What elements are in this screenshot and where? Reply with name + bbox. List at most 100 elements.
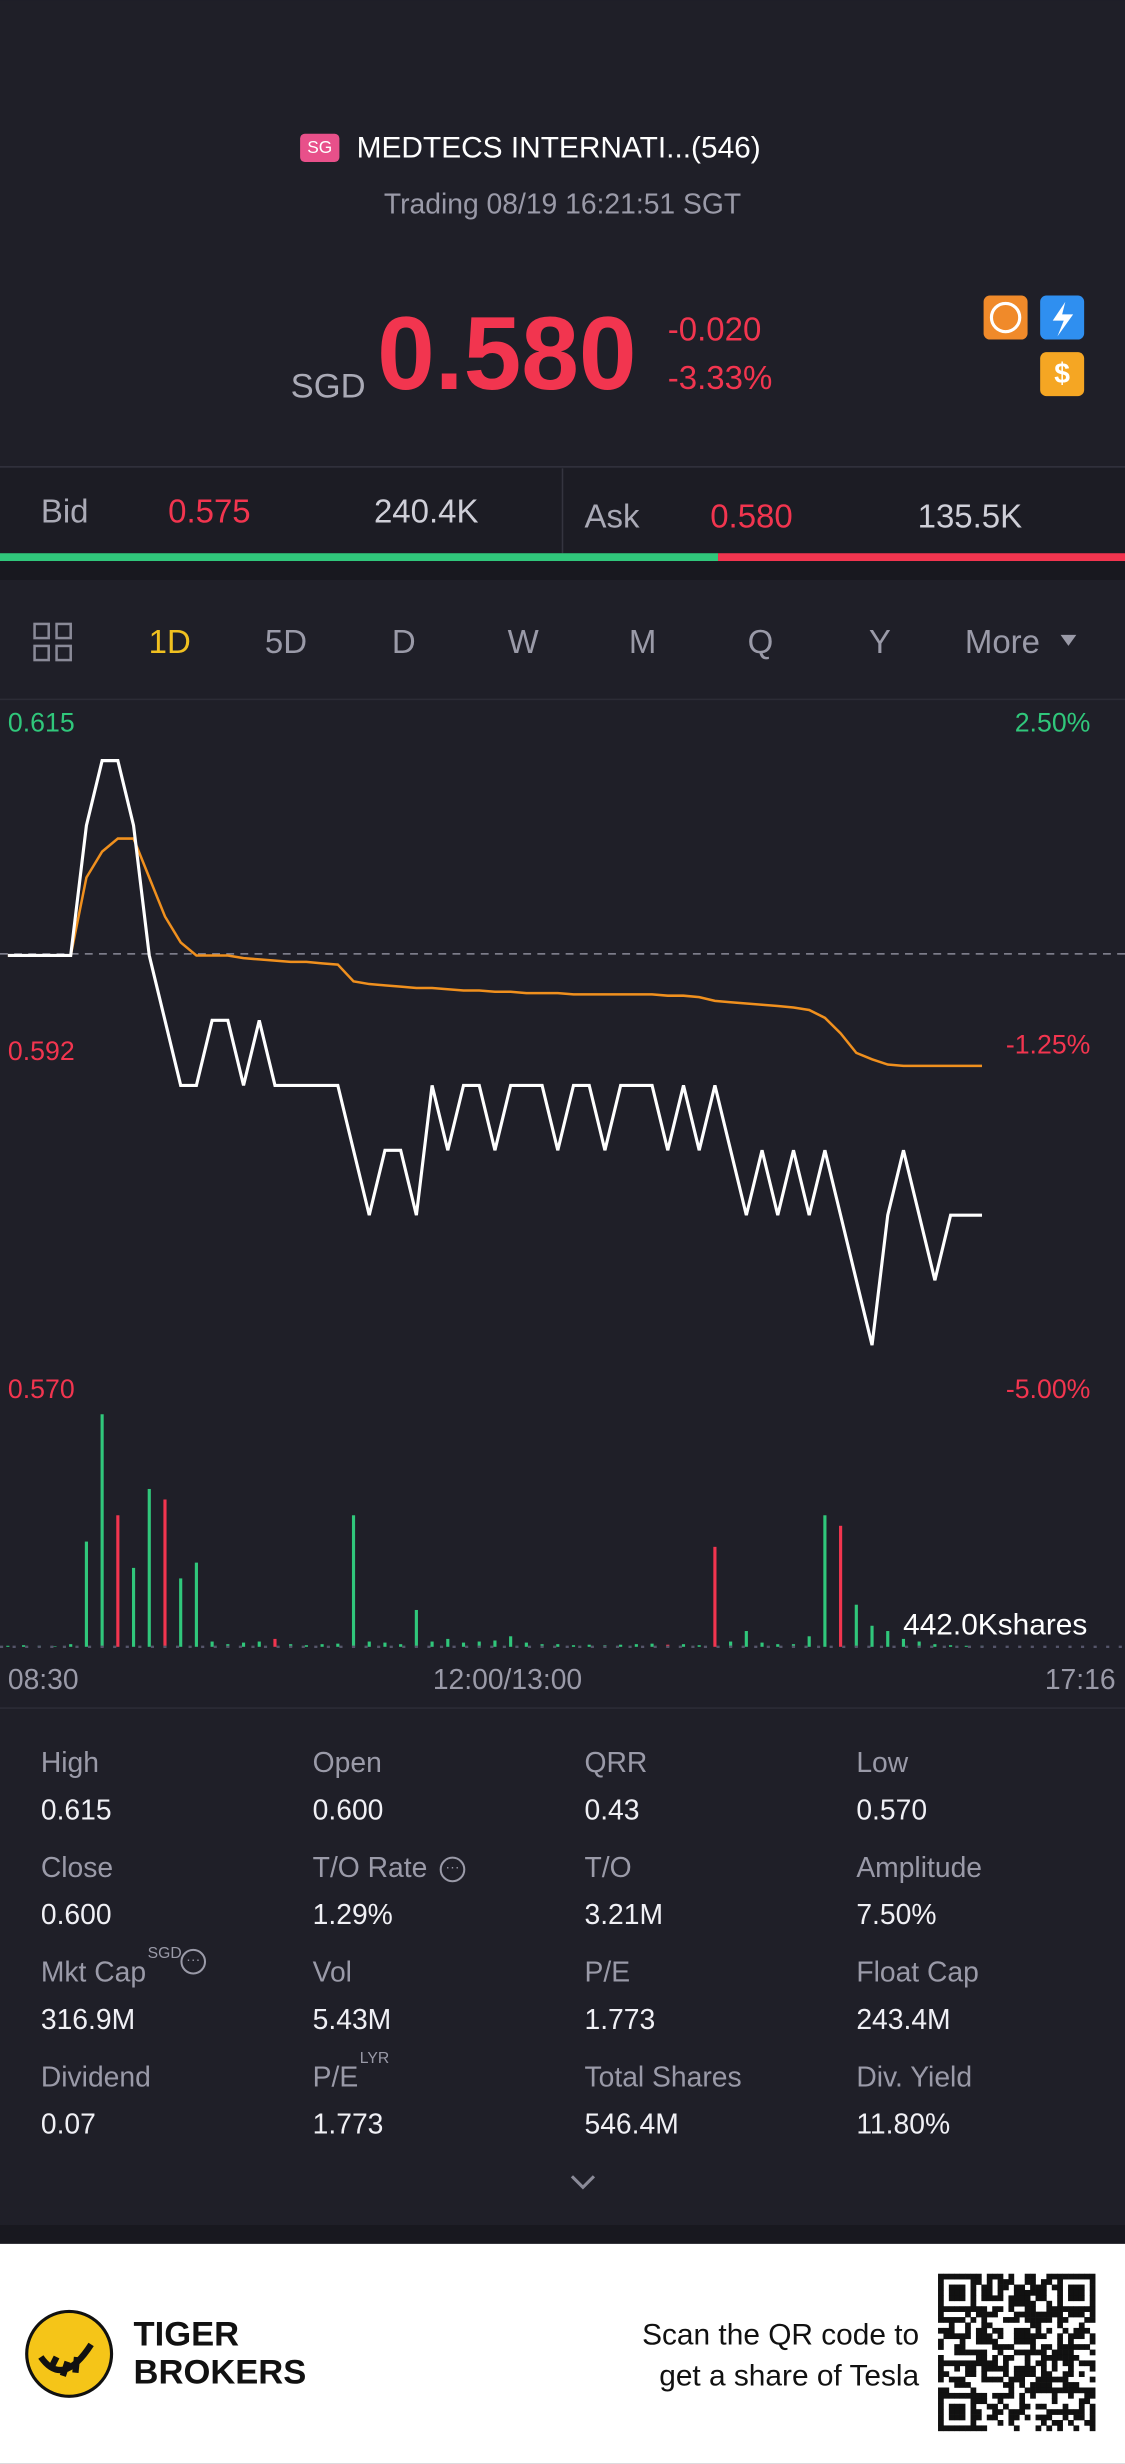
stat-label: T/O bbox=[584, 1851, 631, 1883]
qr-cell bbox=[943, 2371, 950, 2377]
volume-bar bbox=[854, 1604, 858, 1647]
qr-cell bbox=[938, 2295, 944, 2302]
qr-cell bbox=[975, 2425, 982, 2432]
qr-cell bbox=[992, 2306, 998, 2312]
expand-chevron[interactable] bbox=[570, 2175, 596, 2190]
qr-cell bbox=[938, 2398, 944, 2405]
period-tabs: 1D 5D D W M Q Y More bbox=[149, 623, 1077, 660]
qr-cell bbox=[1040, 2376, 1047, 2383]
qr-cell bbox=[938, 2409, 944, 2415]
qr-cell bbox=[1057, 2295, 1063, 2302]
volume-bar bbox=[933, 1644, 937, 1647]
volume-bar bbox=[273, 1638, 277, 1647]
qr-cell bbox=[965, 2425, 971, 2432]
qr-cell bbox=[981, 2327, 988, 2334]
qr-cell bbox=[1040, 2387, 1047, 2394]
qr-cell bbox=[981, 2322, 988, 2329]
period-tab[interactable]: D bbox=[392, 623, 416, 660]
qr-cell bbox=[1046, 2300, 1053, 2307]
period-tab[interactable]: M bbox=[629, 623, 656, 660]
info-icon[interactable] bbox=[180, 1948, 207, 1975]
qr-cell bbox=[1035, 2311, 1042, 2318]
period-tab[interactable]: 5D bbox=[265, 623, 307, 660]
volume-bar bbox=[430, 1641, 434, 1647]
qr-cell bbox=[1062, 2403, 1069, 2410]
info-icon[interactable] bbox=[439, 1856, 466, 1883]
stat-superscript: SGD bbox=[148, 1945, 182, 1962]
qr-cell bbox=[1040, 2414, 1047, 2421]
qr-cell bbox=[1068, 2354, 1074, 2361]
qr-cell bbox=[1057, 2425, 1063, 2432]
volume-bar bbox=[336, 1643, 340, 1647]
qr-cell bbox=[1035, 2327, 1042, 2334]
volume-bar bbox=[194, 1562, 198, 1647]
qr-cell bbox=[1068, 2387, 1074, 2394]
qr-cell bbox=[970, 2365, 977, 2372]
qr-cell bbox=[965, 2392, 971, 2399]
qr-cell bbox=[992, 2403, 998, 2410]
qr-cell bbox=[1046, 2387, 1053, 2394]
qr-cell bbox=[981, 2360, 988, 2367]
qr-cell bbox=[1030, 2306, 1036, 2312]
qr-cell bbox=[959, 2295, 966, 2302]
qr-cell bbox=[1089, 2387, 1096, 2394]
qr-cell bbox=[938, 2284, 944, 2291]
layout-icon[interactable] bbox=[33, 622, 72, 662]
qr-cell bbox=[1003, 2382, 1009, 2388]
qr-cell bbox=[1030, 2322, 1036, 2329]
volume-bar bbox=[556, 1644, 560, 1647]
price-change-pct: -3.33% bbox=[668, 359, 773, 396]
qr-cell bbox=[1051, 2365, 1058, 2372]
y-tick-label: 0.615 bbox=[8, 708, 75, 738]
qr-cell bbox=[981, 2371, 988, 2377]
volume-bar bbox=[571, 1645, 576, 1647]
qr-cell bbox=[1051, 2398, 1058, 2405]
qr-cell bbox=[975, 2338, 982, 2345]
qr-cell bbox=[1030, 2349, 1036, 2356]
y2-tick-label: -5.00% bbox=[1006, 1374, 1091, 1404]
period-tab[interactable]: Y bbox=[869, 623, 891, 660]
icon-yellow[interactable] bbox=[1040, 352, 1085, 397]
volume-bar bbox=[791, 1644, 796, 1647]
volume-bar bbox=[650, 1643, 654, 1647]
qr-cell bbox=[943, 2360, 950, 2367]
qr-cell bbox=[1019, 2392, 1026, 2399]
period-tab[interactable]: 1D bbox=[149, 623, 191, 660]
qr-cell bbox=[1008, 2409, 1015, 2415]
qr-cell bbox=[1003, 2317, 1009, 2323]
period-tab[interactable]: W bbox=[508, 623, 540, 660]
promo-text: Scan the QR code to bbox=[642, 2318, 919, 2351]
qr-cell bbox=[1008, 2387, 1015, 2394]
qr-cell bbox=[1008, 2279, 1015, 2285]
stat-value: 1.773 bbox=[313, 2108, 384, 2140]
last-price: 0.580 bbox=[377, 295, 636, 411]
qr-cell bbox=[1089, 2317, 1096, 2323]
qr-cell bbox=[1035, 2289, 1042, 2296]
qr-cell bbox=[975, 2392, 982, 2399]
qr-cell bbox=[1040, 2289, 1047, 2296]
qr-cell bbox=[1051, 2311, 1058, 2318]
qr-cell bbox=[1035, 2322, 1042, 2329]
stat-value: 243.4M bbox=[856, 2003, 950, 2035]
qr-cell bbox=[1013, 2425, 1020, 2432]
period-tab[interactable]: More bbox=[965, 623, 1040, 660]
qr-cell bbox=[1051, 2392, 1058, 2399]
x-tick-label: 08:30 bbox=[8, 1663, 79, 1695]
qr-cell bbox=[1030, 2392, 1036, 2399]
period-tab[interactable]: Q bbox=[748, 623, 774, 660]
qr-cell bbox=[938, 2327, 944, 2334]
qr-cell bbox=[1040, 2349, 1047, 2356]
stat-label: Open bbox=[313, 1746, 382, 1778]
qr-cell bbox=[954, 2425, 961, 2432]
qr-cell bbox=[981, 2392, 988, 2399]
qr-cell bbox=[1078, 2295, 1085, 2302]
volume-bar bbox=[6, 1645, 10, 1647]
bid-size: 240.4K bbox=[374, 493, 479, 530]
qr-cell bbox=[1040, 2360, 1047, 2367]
qr-cell bbox=[997, 2327, 1004, 2334]
qr-cell bbox=[1057, 2279, 1063, 2285]
qr-cell bbox=[981, 2365, 988, 2372]
qr-cell bbox=[992, 2392, 998, 2399]
intraday-chart: 0.615 0.592 0.570 2.50% -1.25% -5.00% 442.0Ksh… bbox=[0, 708, 1125, 1695]
